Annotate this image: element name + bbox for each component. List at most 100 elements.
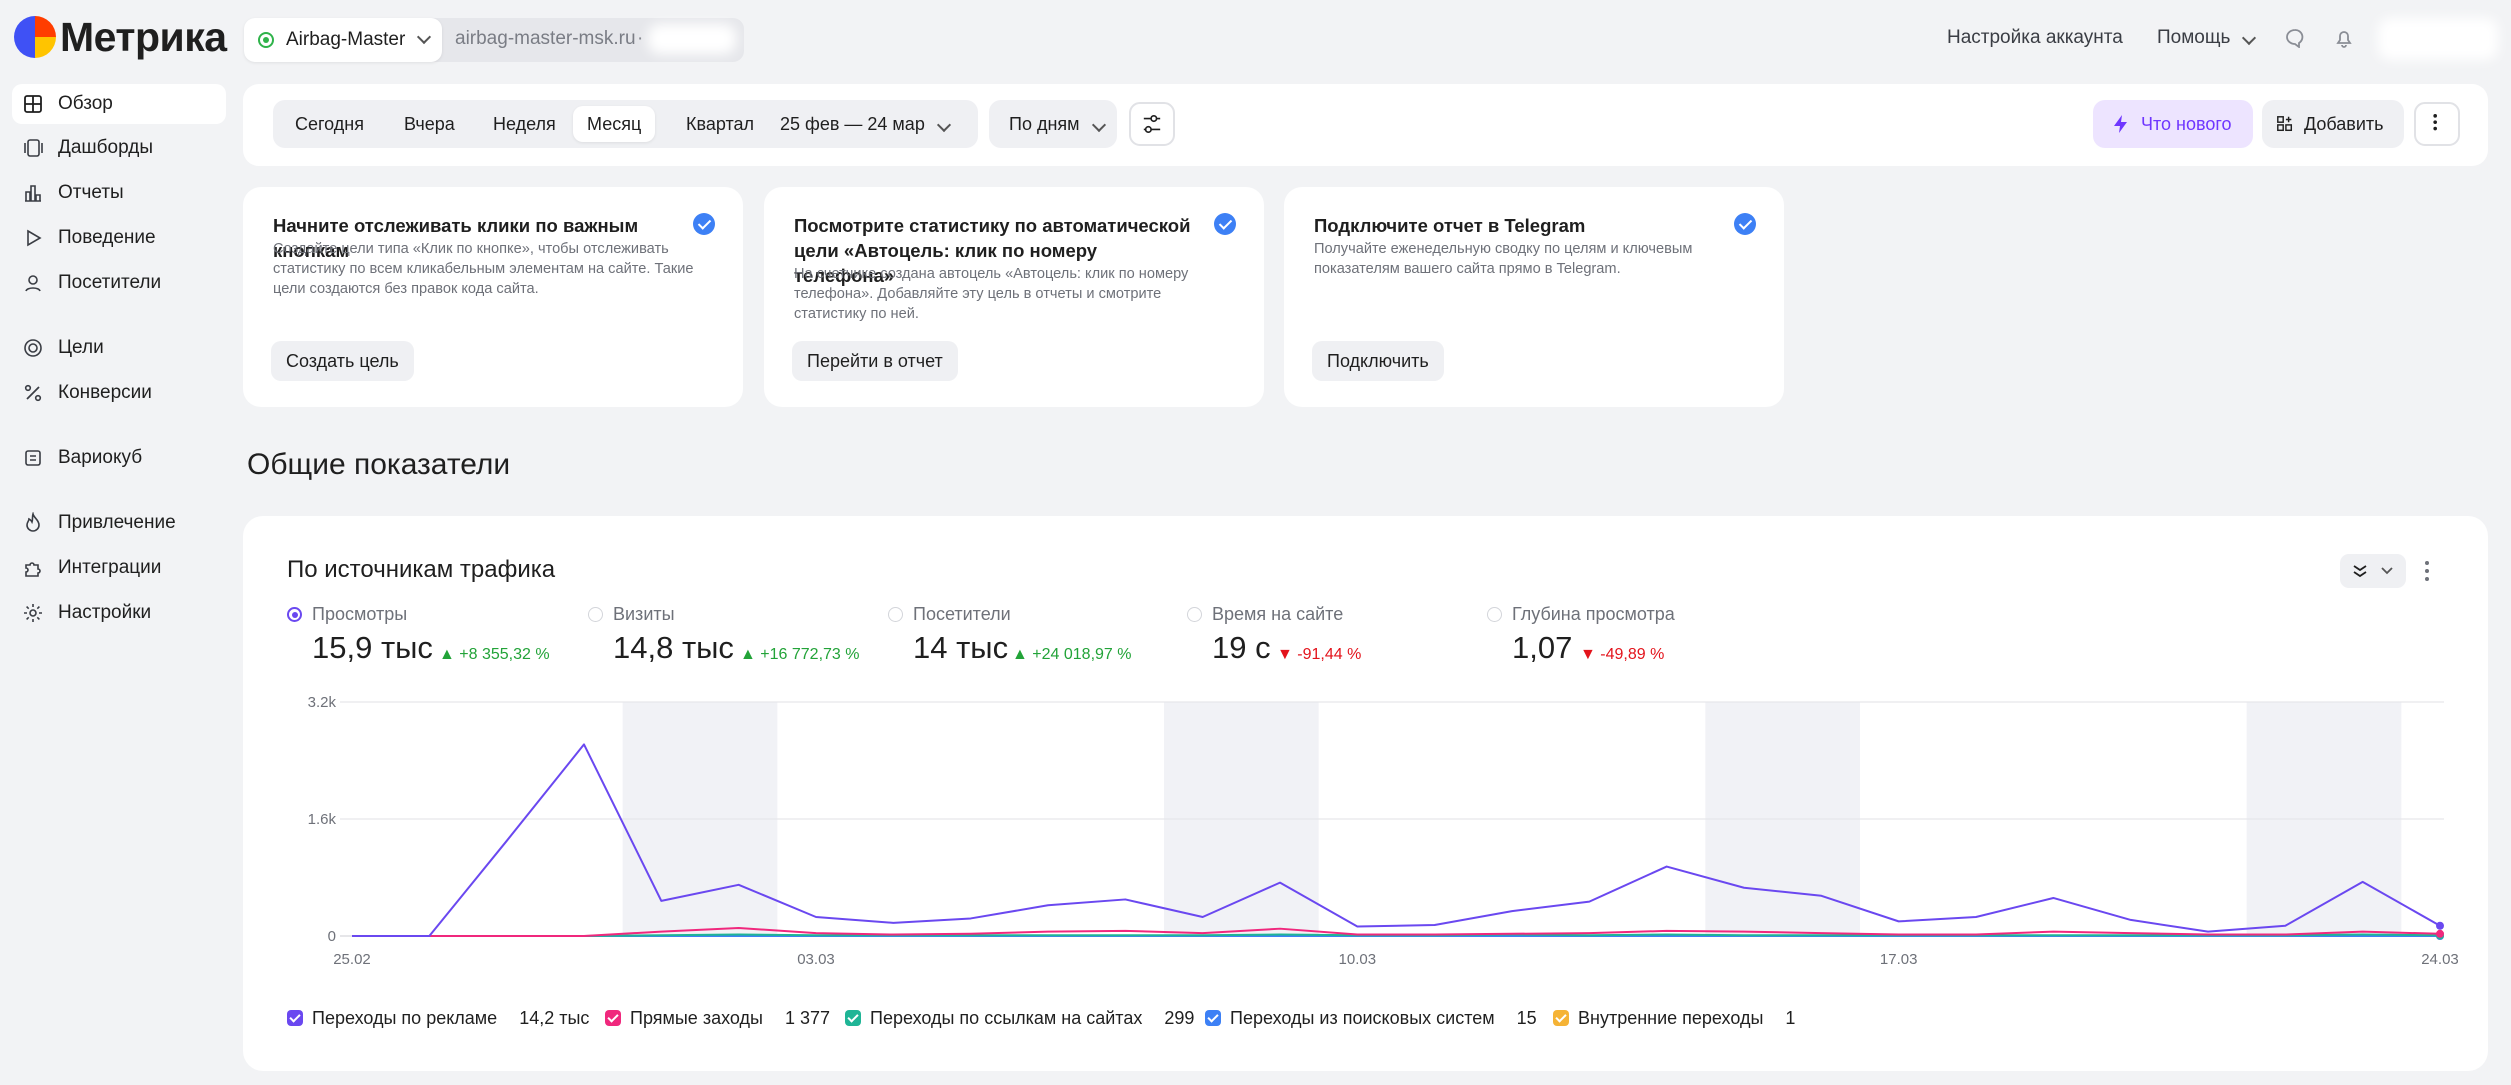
sidebar-item-variocube[interactable]: Вариокуб [12, 438, 226, 478]
lightning-icon [2114, 115, 2127, 133]
filters-button[interactable] [1129, 102, 1175, 146]
help-menu[interactable]: Помощь [2157, 27, 2257, 49]
section-title: Общие показатели [247, 448, 511, 481]
connect-telegram-button[interactable]: Подключить [1312, 341, 1444, 381]
metric-name: Визиты [613, 604, 675, 624]
counter-select[interactable]: Airbag-Master [244, 18, 442, 62]
user-avatar[interactable] [2378, 18, 2498, 60]
metric-value: 15,9 тыс [312, 630, 433, 665]
sidebar-item-visitors[interactable]: Посетители [12, 263, 226, 303]
metrika-logo[interactable]: Метрика [14, 12, 227, 62]
puzzle-icon [25, 562, 41, 577]
legend-item-internal[interactable]: Внутренние переходы 1 [1553, 1007, 1795, 1029]
grouping-select[interactable]: По дням [989, 100, 1117, 148]
user-icon [25, 275, 41, 292]
kebab-icon [2433, 114, 2437, 131]
checkbox-icon [845, 1010, 861, 1026]
tip-card-telegram: Подключите отчет в Telegram Получайте еж… [1284, 187, 1784, 407]
metric-value: 1,07 [1512, 630, 1573, 665]
whats-new-button[interactable]: Что нового [2093, 100, 2253, 148]
series-end-point [2436, 929, 2444, 938]
gear-icon [24, 604, 42, 622]
series-line [352, 743, 2441, 937]
chart-lines-icon [2353, 565, 2393, 578]
period-quarter-button[interactable]: Квартал [686, 114, 755, 134]
sliders-icon [1143, 115, 1161, 133]
sidebar-item-reports[interactable]: Отчеты [12, 173, 226, 213]
cube-icon [25, 450, 41, 466]
chevron-down-icon [1091, 117, 1106, 133]
legend-item-search[interactable]: Переходы из поисковых систем 15 [1205, 1007, 1537, 1029]
metric-name: Просмотры [312, 604, 408, 624]
open-report-button[interactable]: Перейти в отчет [792, 341, 958, 381]
legend-item-direct[interactable]: Прямые заходы 1 377 [605, 1007, 830, 1029]
traffic-sources-widget [243, 516, 2488, 1071]
date-range-picker[interactable]: 25 фев — 24 мар [780, 106, 951, 142]
period-today-button[interactable]: Сегодня [295, 114, 364, 134]
legend-label: Переходы по рекламе [312, 1007, 498, 1028]
card-title: Подключите отчет в Telegram [1314, 215, 1586, 236]
sidebar-item-acquisition[interactable]: Привлечение [12, 503, 226, 543]
legend-item-ads[interactable]: Переходы по рекламе 14,2 тыс [287, 1007, 589, 1029]
legend-item-links[interactable]: Переходы по ссылкам на сайтах 299 [845, 1007, 1194, 1029]
sidebar-item-dashboards[interactable]: Дашборды [12, 128, 226, 168]
sidebar-item-settings[interactable]: Настройки [12, 593, 226, 633]
checkbox-icon [1553, 1010, 1569, 1026]
sidebar-item-goals[interactable]: Цели [12, 328, 226, 368]
card-text: Получайте еженедельную сводку по целям и… [1314, 241, 1693, 277]
x-tick-label: 10.03 [1339, 951, 1377, 968]
logo-text: Метрика [60, 13, 227, 60]
add-widget-button[interactable]: Добавить [2262, 100, 2404, 148]
period-week-button[interactable]: Неделя [493, 114, 556, 134]
x-tick-label: 03.03 [797, 951, 835, 968]
counter-id: · [637, 28, 644, 49]
x-tick-label: 24.03 [2421, 951, 2459, 968]
period-yesterday-button[interactable]: Вчера [404, 114, 455, 134]
traffic-line-chart[interactable]: 0 1.6k 3.2k 25.02 03.03 10.03 17.03 24.03 [280, 690, 2460, 970]
sidebar-item-label: Конверсии [58, 382, 152, 403]
percent-icon [24, 384, 42, 402]
checkbox-icon [605, 1010, 621, 1026]
sidebar-item-integrations[interactable]: Интеграции [12, 548, 226, 588]
chat-icon[interactable] [2285, 28, 2305, 48]
sidebar-item-overview[interactable]: Обзор [12, 84, 226, 124]
flame-icon [26, 512, 40, 532]
add-widget-label: Добавить [2304, 114, 2384, 134]
sidebar-item-label: Обзор [58, 93, 113, 114]
play-icon [27, 229, 42, 247]
checkbox-icon [287, 1010, 303, 1026]
bell-icon[interactable] [2334, 28, 2354, 48]
chart-type-select[interactable] [2340, 554, 2406, 588]
metric-value: 14,8 тыс [613, 630, 734, 665]
account-settings-link[interactable]: Настройка аккаунта [1947, 27, 2123, 48]
legend-value: 14,2 тыс [519, 1007, 590, 1028]
sidebar-item-conversions[interactable]: Конверсии [12, 373, 226, 413]
widget-menu-icon[interactable] [2424, 558, 2430, 584]
create-goal-button[interactable]: Создать цель [271, 341, 414, 381]
radio-icon [287, 607, 302, 622]
counter-status-icon [258, 32, 274, 48]
check-icon [693, 213, 715, 235]
sidebar-item-label: Поведение [58, 227, 156, 248]
period-month-button[interactable]: Месяц [573, 106, 656, 142]
sidebar-item-label: Интеграции [58, 557, 162, 578]
sidebar-item-behavior[interactable]: Поведение [12, 218, 226, 258]
sidebar-item-label: Настройки [58, 602, 152, 623]
y-tick-label: 1.6k [308, 811, 337, 828]
counter-name: Airbag-Master [286, 29, 406, 50]
grid-icon [24, 95, 42, 113]
radio-icon [888, 607, 903, 622]
radio-icon [1187, 607, 1202, 622]
sidebar-item-label: Посетители [58, 272, 162, 293]
date-range-label: 25 фев — 24 мар [780, 114, 925, 134]
help-label: Помощь [2157, 27, 2231, 48]
add-widget-icon [2277, 116, 2293, 132]
more-actions-button[interactable] [2414, 102, 2460, 146]
radio-icon [588, 607, 603, 622]
legend-value: 1 [1785, 1007, 1796, 1028]
redacted-counter-id [648, 24, 736, 54]
dashboards-icon [24, 139, 43, 157]
tip-card-click-goals: Начните отслеживать клики по важным кноп… [243, 187, 743, 407]
metric-value: 19 с [1212, 630, 1271, 665]
legend-label: Внутренние переходы [1578, 1007, 1764, 1028]
